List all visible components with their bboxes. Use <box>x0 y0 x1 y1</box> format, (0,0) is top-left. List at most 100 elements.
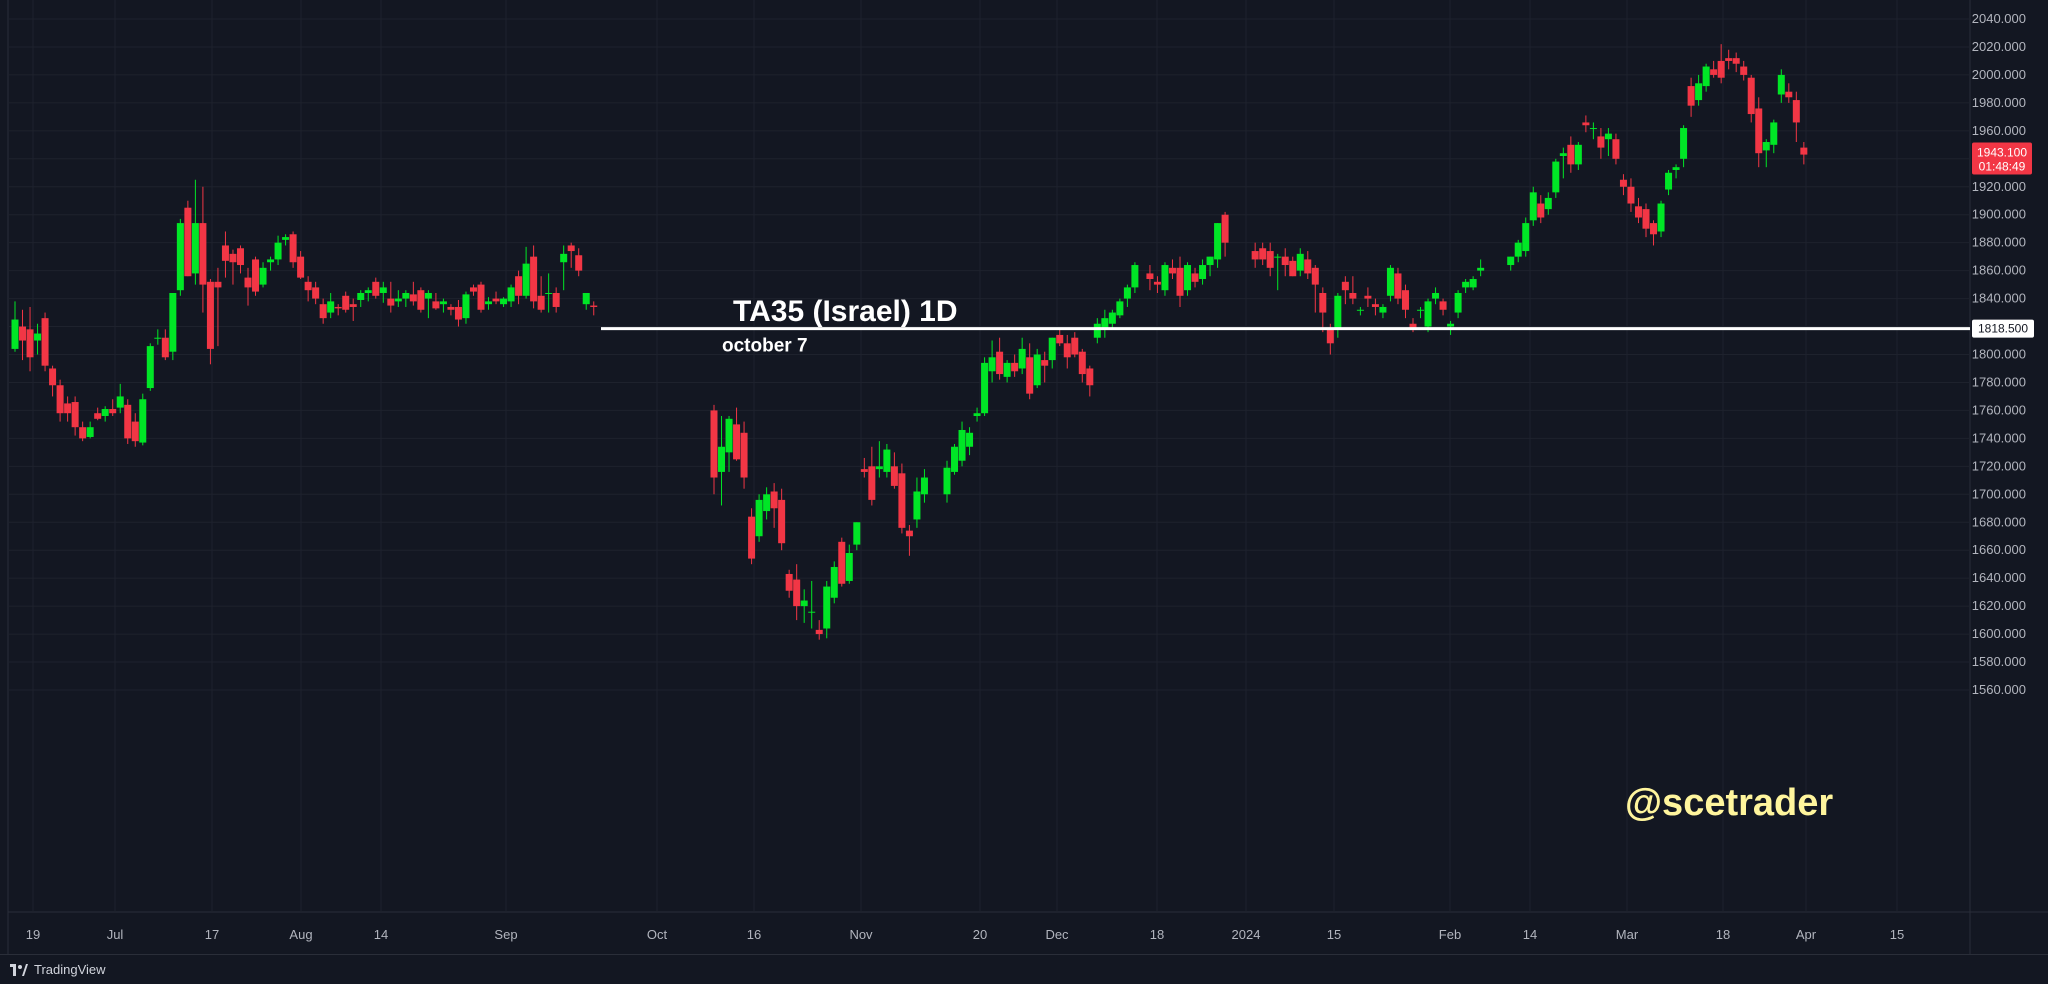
candle-down <box>56 385 64 414</box>
candle-up <box>1101 318 1109 330</box>
candle-up <box>1417 309 1425 311</box>
candle-up <box>169 292 177 352</box>
candle-up <box>1529 192 1537 221</box>
candle-down <box>785 573 793 591</box>
tradingview-logo-icon <box>10 963 28 976</box>
candle-down <box>319 304 327 319</box>
candle-up <box>500 298 508 305</box>
candle-up <box>1048 337 1056 361</box>
time-tick-label: Dec <box>1045 927 1069 942</box>
candle-down <box>733 424 741 460</box>
candle-down <box>860 469 868 472</box>
candle-down <box>890 466 898 486</box>
candle-up <box>274 242 282 260</box>
time-tick-label: 18 <box>1716 927 1730 942</box>
candle-up <box>973 413 981 417</box>
price-tick-label: 1840.000 <box>1972 291 2026 306</box>
candle-up <box>951 446 959 472</box>
candle-down <box>567 245 575 252</box>
candle-up <box>394 298 402 302</box>
candle-down <box>1612 139 1620 159</box>
candle-up <box>1386 267 1394 296</box>
candle-down <box>1642 209 1650 229</box>
tradingview-logo[interactable]: TradingView <box>10 962 106 977</box>
bar-countdown: 01:48:49 <box>1979 159 2026 173</box>
candle-down <box>740 432 748 478</box>
candle-down <box>1567 144 1575 165</box>
candle-up <box>1462 281 1470 288</box>
candle-down <box>236 248 244 266</box>
candle-down <box>1191 273 1199 282</box>
candle-up <box>1454 292 1462 313</box>
candle-up <box>1424 301 1432 327</box>
candle-down <box>537 295 545 310</box>
candle-up <box>1695 83 1703 101</box>
candle-down <box>1619 179 1627 187</box>
candle-down <box>417 290 425 310</box>
candle-down <box>26 329 34 358</box>
candle-down <box>1011 362 1019 372</box>
candle-down <box>1304 259 1312 274</box>
candle-up <box>116 396 124 408</box>
level-price-tag-text: 1818.500 <box>1978 322 2028 336</box>
candle-up <box>507 287 515 302</box>
candle-down <box>1650 223 1658 235</box>
candle-up <box>267 259 275 263</box>
candle-down <box>1732 58 1740 64</box>
candle-up <box>1777 74 1785 95</box>
candle-down <box>304 281 312 291</box>
candle-up <box>1507 256 1515 266</box>
time-tick-label: 16 <box>747 927 761 942</box>
price-tick-label: 1700.000 <box>1972 486 2026 501</box>
candle-down <box>1401 290 1409 310</box>
candle-down <box>252 259 260 292</box>
candle-down <box>19 326 27 341</box>
candle-down <box>1319 292 1327 313</box>
candle-up <box>875 466 883 470</box>
candle-down <box>793 579 801 607</box>
price-tick-label: 1620.000 <box>1972 598 2026 613</box>
price-tick-label: 1880.000 <box>1972 235 2026 250</box>
candle-up <box>522 263 530 296</box>
candle-up <box>823 586 831 629</box>
candle-up <box>1184 265 1192 291</box>
time-tick-label: Sep <box>494 927 517 942</box>
candle-down <box>1634 206 1642 218</box>
candle-down <box>1747 77 1755 115</box>
level-line-label: october 7 <box>722 336 808 357</box>
candle-up <box>139 399 147 443</box>
candle-up <box>1131 265 1139 288</box>
candle-up <box>86 427 94 437</box>
candle-down <box>748 516 756 559</box>
candle-down <box>1311 267 1319 285</box>
candle-down <box>905 530 913 537</box>
candle-down <box>199 223 207 285</box>
candle-down <box>575 255 583 271</box>
candle-up <box>1522 223 1530 252</box>
candle-up <box>191 223 199 274</box>
footer-bar: TradingView <box>0 954 2048 984</box>
time-axis[interactable]: 19 Jul 17 Aug 14 Sep Oct 16 Nov 20 Dec 18 2024 15 Feb 1… <box>26 927 1904 942</box>
candle-down <box>64 403 72 414</box>
candlestick-chart[interactable]: october 7 TA35 (Israel) 1D @scetrader 1560… <box>0 0 2048 954</box>
candle-up <box>1033 354 1041 386</box>
time-tick-label: 20 <box>973 927 987 942</box>
candle-up <box>1018 348 1026 369</box>
price-axis[interactable]: 1560.000 1580.000 1600.000 1620.000 1640.000… <box>1972 11 2034 697</box>
candle-down <box>432 301 440 309</box>
candle-up <box>282 237 290 240</box>
time-tick-label: 2024 <box>1232 927 1261 942</box>
time-tick-label: 14 <box>1523 927 1537 942</box>
author-watermark: @scetrader <box>1625 782 1833 824</box>
candle-up <box>913 491 921 520</box>
candle-up <box>1003 362 1011 377</box>
candle-down <box>477 284 485 310</box>
time-tick-label: Nov <box>849 927 873 942</box>
time-tick-label: Feb <box>1439 927 1461 942</box>
price-tick-label: 1560.000 <box>1972 682 2026 697</box>
candle-down <box>372 281 380 296</box>
candle-down <box>1439 301 1447 310</box>
candle-down <box>1326 329 1334 344</box>
time-tick-label: Jul <box>107 927 124 942</box>
